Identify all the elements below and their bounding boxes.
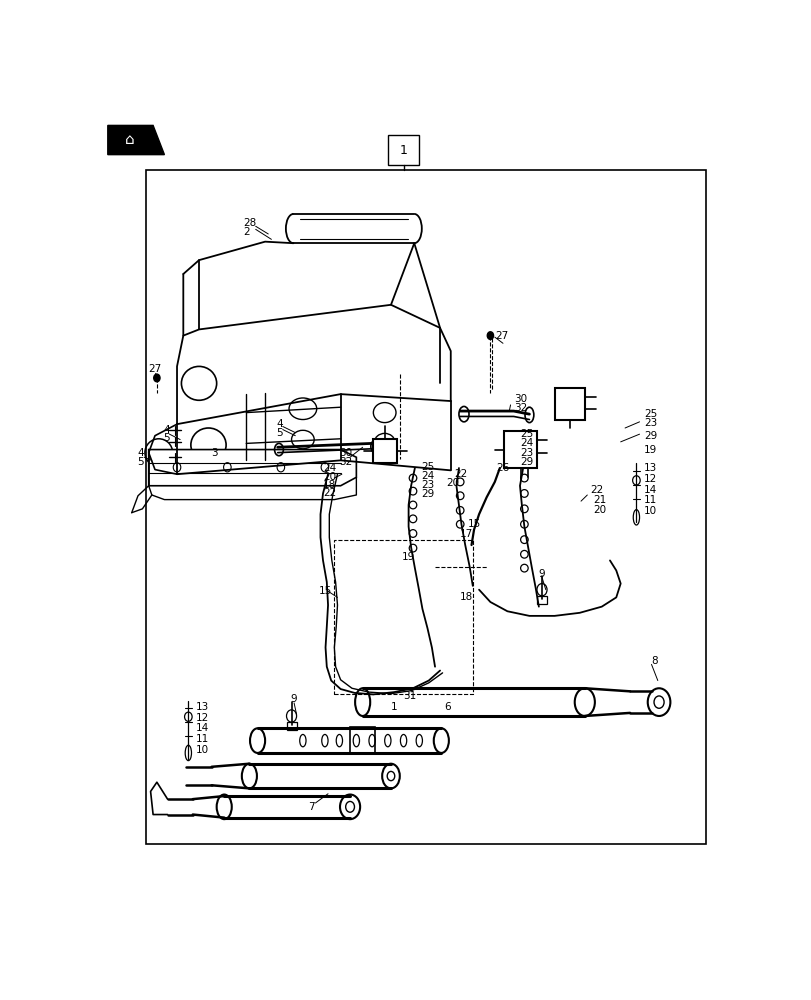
Text: 29: 29 [519,457,533,467]
Text: 24: 24 [519,438,533,448]
Text: 21: 21 [593,495,606,505]
Text: 10: 10 [195,745,208,755]
Text: 26: 26 [496,463,509,473]
Bar [334,540,472,694]
Polygon shape [108,125,164,155]
Text: 22: 22 [453,469,466,479]
Ellipse shape [153,374,160,382]
Text: 23: 23 [519,448,533,458]
Bar [373,439,397,463]
Text: 4: 4 [276,419,283,429]
Text: 18: 18 [460,592,473,602]
Text: 11: 11 [643,495,656,505]
Bar [536,596,547,604]
Text: 30: 30 [339,448,352,458]
Text: 19: 19 [643,445,656,455]
Text: 29: 29 [421,489,434,499]
Text: 25: 25 [519,429,533,439]
Text: 8: 8 [650,656,657,666]
Text: 20: 20 [593,505,606,515]
Text: 32: 32 [513,403,526,413]
Text: 5: 5 [163,433,169,443]
Text: 13: 13 [643,463,656,473]
Text: 1: 1 [399,144,407,157]
Text: 7: 7 [307,802,314,812]
Text: 13: 13 [195,702,209,712]
Text: 14: 14 [195,723,209,733]
Text: 6: 6 [444,702,451,712]
Text: 27: 27 [495,331,508,341]
Text: 1: 1 [391,702,397,712]
Bar [350,727,375,754]
Text: 2: 2 [242,227,250,237]
Text: 32: 32 [339,457,352,467]
Text: 22: 22 [589,485,603,495]
Text: 24: 24 [323,463,336,473]
Bar [286,722,296,730]
Text: 9: 9 [539,569,545,579]
Text: 15: 15 [318,586,332,596]
Text: 19: 19 [401,552,415,562]
Text: 18: 18 [323,480,336,490]
Text: 31: 31 [403,691,416,701]
Text: 25: 25 [421,462,434,472]
Bar [145,170,705,844]
Text: 30: 30 [513,394,526,404]
Text: 23: 23 [643,418,656,428]
Text: 25: 25 [643,409,656,419]
Bar [504,431,536,468]
Text: 9: 9 [290,694,297,704]
Text: ⌂: ⌂ [124,132,134,147]
Text: 3: 3 [212,448,218,458]
Text: 17: 17 [460,529,473,539]
Text: 22: 22 [323,488,336,498]
Text: 29: 29 [643,431,656,441]
Text: 4: 4 [163,425,169,435]
Text: 14: 14 [643,485,656,495]
Text: 5: 5 [137,457,144,467]
Text: 23: 23 [421,480,434,490]
Bar [388,135,418,165]
Text: 12: 12 [195,713,209,723]
Text: 5: 5 [276,428,283,438]
Ellipse shape [487,332,493,339]
Text: 24: 24 [421,471,434,481]
Text: 20: 20 [446,478,459,488]
Text: 27: 27 [148,364,161,374]
Text: 12: 12 [643,474,656,484]
Text: 15: 15 [467,519,480,529]
Text: 4: 4 [137,448,144,458]
Text: 10: 10 [643,506,656,516]
Text: 11: 11 [195,734,209,744]
Polygon shape [148,450,356,486]
Text: 28: 28 [242,218,256,228]
Bar [554,388,584,420]
Text: 20: 20 [323,472,336,482]
